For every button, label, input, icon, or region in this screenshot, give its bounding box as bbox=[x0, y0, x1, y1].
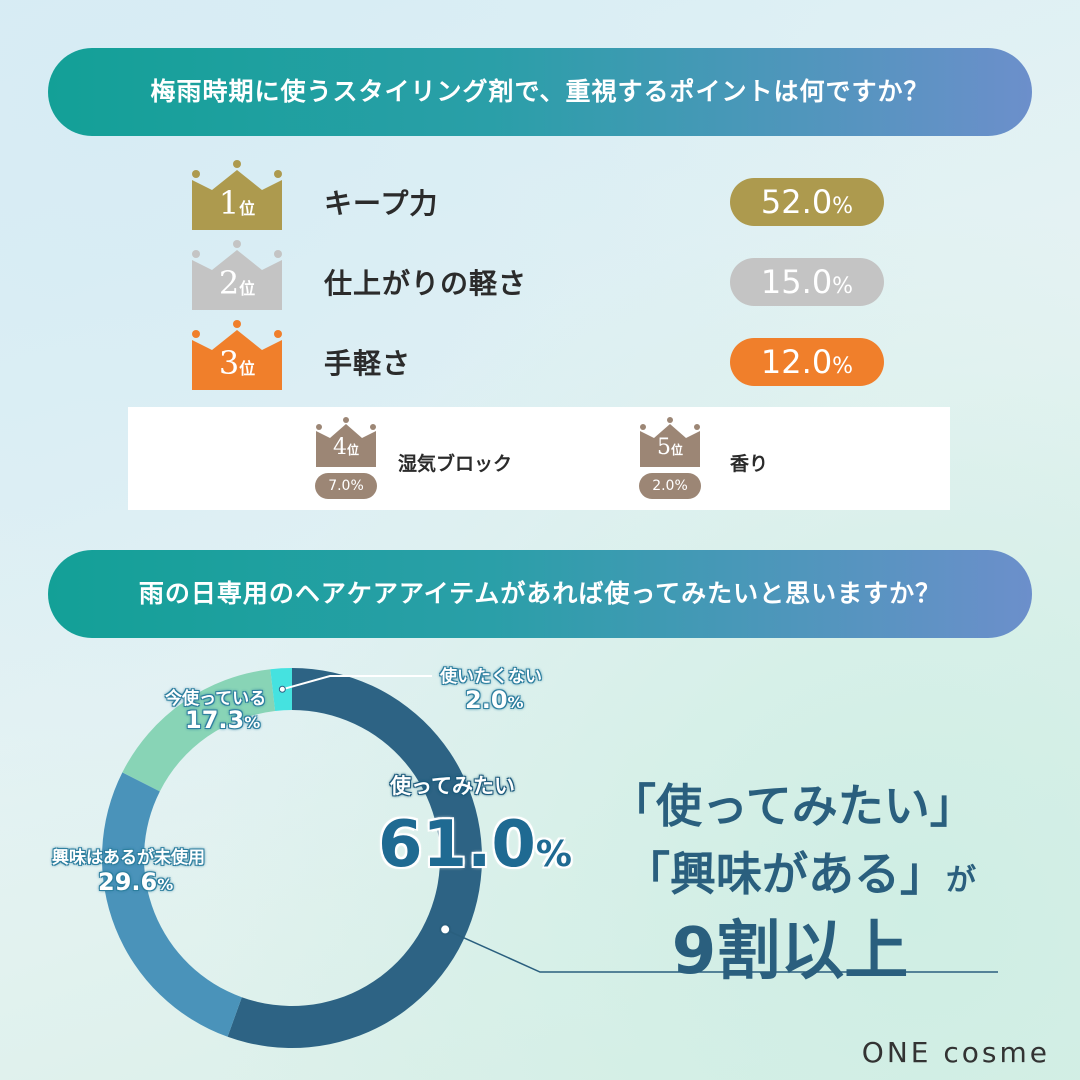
leader-dot bbox=[278, 685, 286, 693]
rank-label: キープ力 bbox=[324, 187, 439, 220]
rank-number: 3 bbox=[218, 344, 240, 382]
percentage-value: 52.0 bbox=[760, 183, 833, 221]
callout-line-2-suffix: が bbox=[946, 863, 976, 898]
donut-slice-main bbox=[227, 668, 482, 1048]
percent-sign: % bbox=[244, 713, 261, 732]
callout-line-2: 「興味がある」が bbox=[600, 838, 1000, 904]
percentage-value: 15.0 bbox=[760, 263, 833, 301]
rank-row-1: 1位 キープ力 52.0% bbox=[0, 160, 1080, 230]
segment-value-interested: 29.6% bbox=[98, 868, 173, 896]
crown-icon: 4位 bbox=[316, 417, 376, 467]
rank-number: 1 bbox=[218, 184, 240, 222]
percent-sign: % bbox=[832, 274, 854, 299]
segment-value-number: 2.0 bbox=[465, 686, 508, 714]
rank-label: 湿気ブロック bbox=[398, 453, 513, 475]
callout-line-2-text: 「興味がある」 bbox=[624, 847, 946, 901]
rank-unit: 位 bbox=[239, 279, 256, 298]
segment-label-main: 使ってみたい bbox=[390, 774, 515, 798]
percent-sign: % bbox=[832, 194, 854, 219]
segment-label-using: 今使っている bbox=[165, 689, 267, 709]
callout-leader-dot bbox=[439, 923, 452, 936]
rank-unit: 位 bbox=[239, 199, 256, 218]
rank-number: 4 bbox=[332, 435, 347, 460]
percentage-pill: 52.0% bbox=[730, 178, 884, 226]
rank-row-2: 2位 仕上がりの軽さ 15.0% bbox=[0, 240, 1080, 310]
question-2-title: 雨の日専用のヘアケアアイテムがあれば使ってみたいと思いますか？ bbox=[138, 579, 942, 608]
percentage-pill: 7.0% bbox=[315, 473, 377, 499]
crown-icon: 5位 bbox=[640, 417, 700, 467]
percent-sign: % bbox=[832, 354, 854, 379]
rank-label: 仕上がりの軽さ bbox=[324, 267, 528, 300]
rank-unit: 位 bbox=[346, 443, 359, 457]
percentage-pill: 15.0% bbox=[730, 258, 884, 306]
crown-icon: 2位 bbox=[192, 240, 282, 310]
segment-value-number: 17.3 bbox=[185, 706, 245, 734]
percent-sign: % bbox=[535, 834, 572, 875]
rank-label: 手軽さ bbox=[324, 347, 412, 380]
crown-icon: 1位 bbox=[192, 160, 282, 230]
donut-slice-interested bbox=[101, 772, 242, 1037]
donut-slice-using bbox=[122, 669, 276, 792]
rank-number: 5 bbox=[656, 435, 671, 460]
rank-number: 2 bbox=[218, 264, 240, 302]
segment-value-not: 2.0% bbox=[465, 686, 524, 714]
percentage-pill: 2.0% bbox=[639, 473, 701, 499]
rank-row-3: 3位 手軽さ 12.0% bbox=[0, 320, 1080, 390]
rank-unit: 位 bbox=[239, 359, 256, 378]
question-1-title: 梅雨時期に使うスタイリング剤で、重視するポイントは何ですか？ bbox=[150, 77, 930, 106]
question-2-banner: 雨の日専用のヘアケアアイテムがあれば使ってみたいと思いますか？ bbox=[48, 550, 1032, 638]
callout-leader-line bbox=[444, 928, 998, 973]
question-1-banner: 梅雨時期に使うスタイリング剤で、重視するポイントは何ですか？ bbox=[48, 48, 1032, 136]
callout-line-1: 「使ってみたい」 bbox=[610, 779, 976, 833]
rank-unit: 位 bbox=[670, 443, 683, 457]
segment-value-number: 29.6 bbox=[98, 868, 158, 896]
callout-line-3: 9割以上 bbox=[671, 915, 909, 989]
percent-sign: % bbox=[507, 693, 524, 712]
leader-line bbox=[282, 675, 432, 691]
percentage-pill: 12.0% bbox=[730, 338, 884, 386]
segment-label-interested: 興味はあるが未使用 bbox=[52, 848, 205, 868]
percentage-value: 12.0 bbox=[760, 343, 833, 381]
segment-label-not: 使いたくない bbox=[440, 667, 542, 687]
segment-value-number: 61.0 bbox=[378, 808, 536, 882]
minor-ranking-box: 4位 7.0% 湿気ブロック 5位 2.0% 香り bbox=[128, 407, 950, 510]
percent-sign: % bbox=[157, 875, 174, 894]
segment-value-using: 17.3% bbox=[185, 706, 260, 734]
segment-value-main: 61.0% bbox=[378, 808, 572, 882]
crown-icon: 3位 bbox=[192, 320, 282, 390]
brand-logo: ONE cosme bbox=[861, 1036, 1050, 1069]
rank-label: 香り bbox=[730, 453, 769, 475]
